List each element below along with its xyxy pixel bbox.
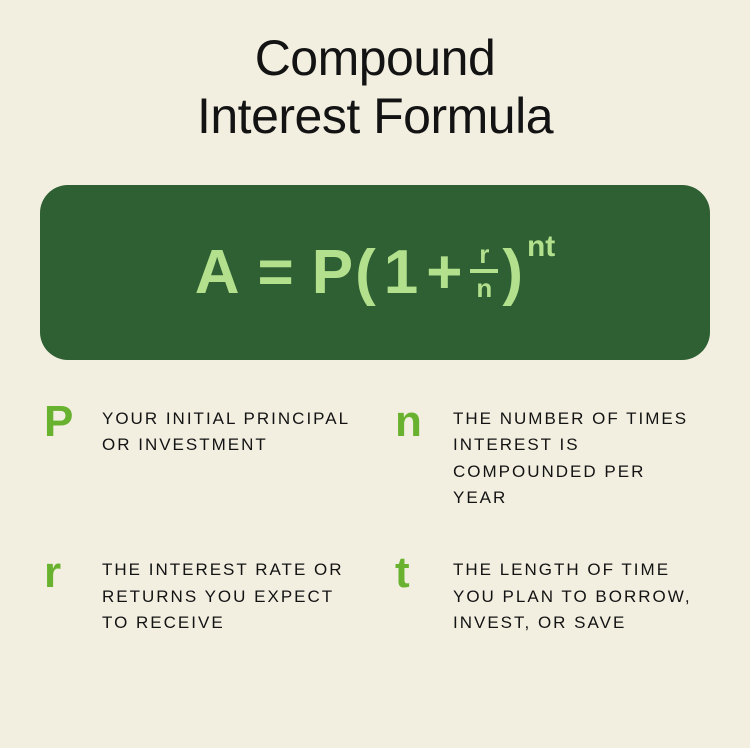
legend-symbol: t bbox=[395, 553, 429, 593]
formula-P: P bbox=[312, 237, 355, 308]
formula-one: 1 bbox=[378, 237, 426, 308]
fraction-denominator: n bbox=[470, 273, 498, 303]
formula-plus: + bbox=[426, 237, 464, 308]
formula-exponent: nt bbox=[527, 230, 555, 264]
legend-symbol: n bbox=[395, 402, 429, 442]
formula-open-paren: ( bbox=[355, 237, 378, 308]
legend-item-n: n The number of times interest is compou… bbox=[395, 402, 706, 511]
formula-close-paren: ) bbox=[502, 237, 525, 308]
legend-desc: The interest rate or returns you expect … bbox=[102, 553, 355, 636]
formula: A = P ( 1 + r n ) nt bbox=[195, 237, 556, 308]
legend-grid: P Your initial principal or investment n… bbox=[40, 402, 710, 636]
legend-symbol: r bbox=[44, 553, 78, 593]
legend-desc: Your initial principal or investment bbox=[102, 402, 355, 459]
formula-equals: = bbox=[241, 237, 311, 308]
legend-item-t: t The length of time you plan to borrow,… bbox=[395, 553, 706, 636]
formula-box: A = P ( 1 + r n ) nt bbox=[40, 185, 710, 360]
formula-fraction: r n bbox=[470, 239, 498, 303]
title-line-2: Interest Formula bbox=[197, 88, 553, 144]
formula-A: A bbox=[195, 237, 242, 308]
legend-desc: The length of time you plan to borrow, i… bbox=[453, 553, 706, 636]
legend-desc: The number of times interest is compound… bbox=[453, 402, 706, 511]
page-title: Compound Interest Formula bbox=[40, 30, 710, 145]
legend-item-r: r The interest rate or returns you expec… bbox=[44, 553, 355, 636]
fraction-numerator: r bbox=[473, 239, 495, 269]
title-line-1: Compound bbox=[255, 30, 496, 86]
legend-symbol: P bbox=[44, 402, 78, 442]
legend-item-P: P Your initial principal or investment bbox=[44, 402, 355, 511]
